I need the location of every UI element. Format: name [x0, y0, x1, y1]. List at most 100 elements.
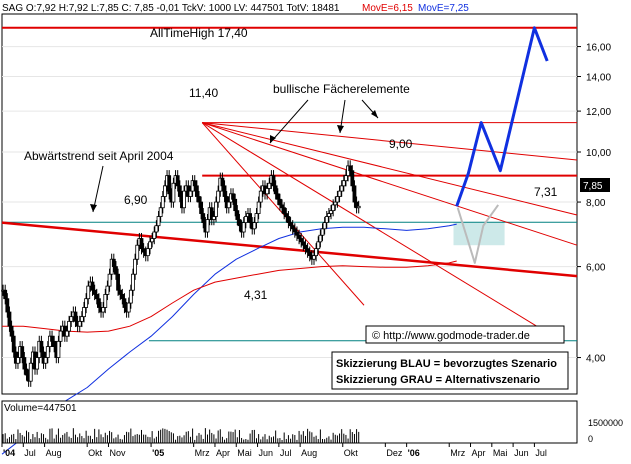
price-body-99 — [211, 216, 216, 220]
fan-arrow-left — [269, 99, 309, 144]
price-body-55 — [118, 289, 123, 295]
price-body-91 — [194, 185, 199, 197]
price-body-78 — [167, 175, 172, 195]
price-body-159 — [339, 185, 344, 192]
price-body-83 — [177, 185, 182, 197]
price-body-5 — [11, 335, 16, 353]
annotation-arrows — [92, 99, 379, 213]
price-body-136 — [290, 225, 295, 230]
price-body-30 — [65, 330, 69, 337]
price-body-160 — [341, 180, 346, 187]
time-tick-label-6: Mrz — [195, 448, 210, 458]
price-body-31 — [67, 320, 71, 332]
price-body-59 — [126, 302, 131, 313]
volume-label: Volume=447501 — [4, 403, 77, 414]
price-body-4 — [9, 325, 14, 337]
price-body-40 — [86, 285, 91, 300]
price-body-61 — [131, 273, 135, 291]
time-tick-label-8: Mai — [237, 448, 252, 458]
price-body-60 — [128, 289, 133, 304]
price-body-134 — [286, 216, 291, 223]
annotation-level-7-31: 7,31 — [534, 185, 558, 199]
price-body-94 — [201, 213, 206, 223]
price-body-138 — [295, 231, 299, 236]
price-body-110 — [235, 210, 240, 220]
legend-box — [331, 351, 569, 390]
price-body-42 — [90, 281, 95, 291]
header-bar — [0, 0, 631, 14]
price-body-2 — [5, 298, 10, 313]
price-body-125 — [267, 182, 272, 189]
price-body-129 — [275, 193, 280, 200]
price-tick-label-1: 14,00 — [586, 73, 611, 84]
price-body-37 — [79, 316, 84, 322]
last-price-value: 7,85 — [583, 181, 603, 192]
price-body-70 — [150, 238, 155, 243]
time-tick-label-7: Apr — [216, 448, 230, 458]
price-body-76 — [163, 185, 167, 197]
price-body-113 — [241, 222, 246, 233]
price-body-45 — [96, 298, 101, 308]
legend-blue-scenario: Skizzierung BLAU = bevorzugtes Szenario — [336, 358, 557, 370]
price-body-88 — [188, 190, 193, 197]
volume-tick-max: 1500000 — [588, 418, 623, 428]
price-body-155 — [331, 204, 336, 212]
price-body-43 — [92, 289, 97, 295]
price-body-7 — [16, 357, 20, 364]
downtrend-arrowhead — [90, 204, 97, 212]
annotation-fan-elements: bullische Fächerelemente — [273, 82, 410, 96]
time-tick-label-14: '06 — [408, 448, 420, 458]
trendline-fan-line-5 — [202, 122, 578, 216]
price-body-34 — [73, 311, 78, 322]
price-body-164 — [350, 170, 355, 187]
price-body-143 — [305, 248, 310, 253]
price-body-66 — [141, 248, 146, 253]
price-body-119 — [254, 213, 259, 223]
time-tick-label-4: Nov — [109, 448, 126, 458]
price-body-21 — [45, 346, 50, 358]
copyright-box — [365, 325, 565, 344]
price-body-74 — [158, 207, 163, 217]
support-zone-layer — [453, 222, 505, 246]
fan-arrowhead-left — [270, 135, 276, 143]
price-tick-label-5: 6,00 — [586, 263, 606, 274]
price-body-98 — [209, 207, 214, 220]
price-body-139 — [297, 234, 301, 239]
trendline-downtrend-since-april-2004 — [1, 221, 578, 278]
price-body-135 — [288, 222, 293, 227]
price-body-10 — [22, 357, 27, 370]
price-body-39 — [84, 298, 89, 308]
header-ma-slow-label: MovE=7,25 — [418, 3, 469, 14]
price-body-131 — [280, 204, 284, 209]
annotation-alltime-high: AllTimeHigh 17,40 — [150, 26, 248, 40]
price-body-18 — [39, 340, 44, 353]
price-body-47 — [101, 307, 106, 313]
price-body-151 — [322, 222, 327, 230]
price-body-53 — [114, 266, 118, 275]
price-body-100 — [214, 201, 218, 217]
header-ma-fast-label: MovE=6,15 — [362, 3, 413, 14]
price-body-128 — [273, 185, 278, 195]
volume-tick-zero: 0 — [588, 434, 593, 444]
header-symbol-line: SAG O:7,92 H:7,92 L:7,85 C: 7,85 -0,01 T… — [2, 3, 340, 14]
price-body-11 — [24, 368, 29, 376]
fan-arrowhead-middle — [337, 125, 344, 133]
time-tick-label-9: Jun — [259, 448, 274, 458]
last-price-badge — [580, 178, 610, 192]
price-body-85 — [182, 190, 186, 209]
time-tick-label-1: Jul — [24, 448, 36, 458]
price-body-108 — [231, 193, 235, 200]
price-body-147 — [314, 248, 319, 257]
scenario-blue-path — [455, 26, 549, 207]
time-tick-label-18: Jun — [514, 448, 529, 458]
price-body-148 — [316, 241, 321, 250]
price-body-116 — [248, 213, 253, 223]
scenario-gray-path — [456, 204, 500, 264]
price-tick-label-2: 12,00 — [586, 107, 611, 118]
price-tick-label-4: 8,00 — [586, 198, 606, 209]
annotation-level-9-00: 9,00 — [389, 137, 413, 151]
support-zone — [453, 222, 505, 246]
price-body-16 — [35, 357, 40, 370]
price-body-23 — [50, 335, 54, 342]
